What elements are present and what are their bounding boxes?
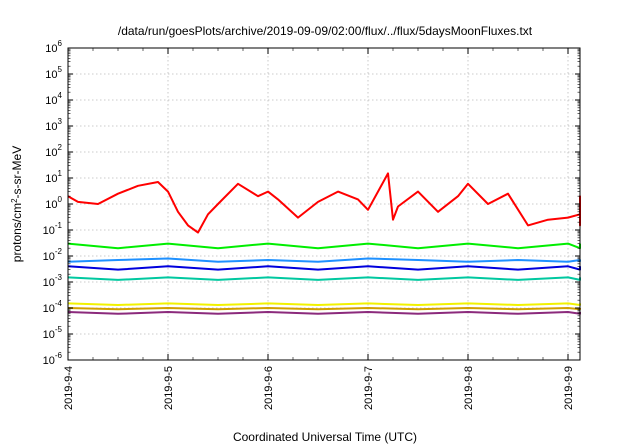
series-line-4 (67, 276, 581, 281)
series-line-3 (67, 265, 581, 271)
x-tick-labels: 2019-9-4 2019-9-5 2019-9-6 2019-9-7 2019-9-8… (63, 366, 575, 410)
y-tick-label: 10-3 (43, 273, 63, 289)
y-tick-label: 10-6 (43, 351, 63, 367)
y-tick-label: 100 (45, 195, 62, 211)
y-tick-label: 10-4 (43, 299, 63, 315)
y-tick-label: 102 (45, 143, 62, 159)
y-tick-label: 10-2 (43, 247, 63, 263)
y-tick-label: 10-5 (43, 325, 63, 341)
series-line-0 (67, 172, 581, 234)
x-tick-label: 2019-9-5 (163, 366, 175, 410)
chart-title: /data/run/goesPlots/archive/2019-09-09/0… (118, 24, 533, 38)
x-tick-label: 2019-9-7 (363, 366, 375, 410)
series-line-7 (67, 311, 581, 315)
y-tick-labels: 10-6 10-5 10-4 10-3 10-2 10-1 100 101 102 103 104 1… (43, 39, 63, 367)
x-axis-title: Coordinated Universal Time (UTC) (233, 430, 417, 444)
y-tick-label: 104 (45, 91, 62, 107)
y-tick-label: 105 (45, 65, 62, 81)
y-tick-label: 101 (45, 169, 62, 185)
ticks (67, 47, 580, 361)
x-tick-label: 2019-9-4 (63, 366, 75, 410)
series-line-2 (67, 257, 581, 263)
series-line-1 (67, 242, 581, 250)
y-tick-label: 103 (45, 117, 62, 133)
y-tick-label: 106 (45, 39, 62, 55)
y-tick-label: 10-1 (43, 221, 63, 237)
x-tick-label: 2019-9-8 (463, 366, 475, 410)
series-line-5 (67, 302, 581, 306)
series-group (67, 172, 581, 315)
x-tick-label: 2019-9-9 (563, 366, 575, 410)
x-tick-label: 2019-9-6 (263, 366, 275, 410)
y-axis-title: protons/cm2-s-sr-MeV (10, 146, 25, 262)
series-line-6 (67, 307, 581, 311)
